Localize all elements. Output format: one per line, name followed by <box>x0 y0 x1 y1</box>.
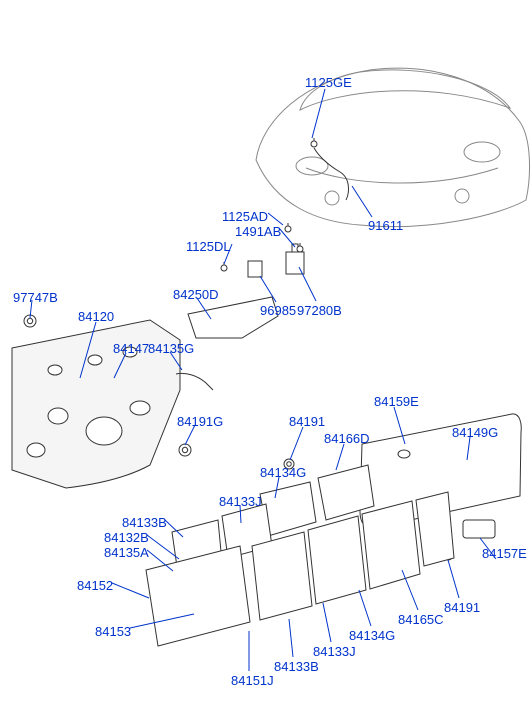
car-fog-right <box>455 189 469 203</box>
part-label-84149G: 84149G <box>452 426 498 439</box>
part-label-84151J: 84151J <box>231 674 274 687</box>
part-label-84166D: 84166D <box>324 432 370 445</box>
diagram-canvas: 1125GE 1125AD 1491AB 1125DL 91611 9698597280B… <box>0 0 532 727</box>
grommet-1 <box>179 444 191 456</box>
part-label-1125DL: 1125DL <box>186 240 231 253</box>
bolt-3 <box>311 141 317 147</box>
floor-pad-p5 <box>146 546 250 646</box>
car-headlight-right <box>464 142 500 162</box>
part-label-84134Ga: 84134G <box>260 466 306 479</box>
leader-84152 <box>112 583 149 598</box>
dash-panel-hole-3 <box>48 408 68 424</box>
small-pad <box>463 520 495 538</box>
diagram-svg <box>0 0 532 727</box>
car-fog-left <box>325 191 339 205</box>
hood-lever <box>176 373 213 390</box>
dash-panel-hole-6 <box>27 443 45 457</box>
leader-84166D <box>336 444 344 470</box>
leader-1125GE <box>312 89 325 138</box>
dash-panel-hole-1 <box>88 355 102 365</box>
part-label-84191b: 84191 <box>444 601 480 614</box>
leader-91611 <box>352 186 372 217</box>
part-label-84133Jb: 84133J <box>313 645 356 658</box>
part-label-84132B: 84132B <box>104 531 149 544</box>
leader-84133Jb <box>323 603 331 642</box>
part-label-84133B: 84133B <box>122 516 167 529</box>
part-label-84157E: 84157E <box>482 547 527 560</box>
part-label-1491AB: 1491AB <box>235 225 281 238</box>
floor-pad-p6 <box>252 532 312 620</box>
part-label-84135G: 84135G <box>148 342 194 355</box>
leader-84191b <box>448 560 459 598</box>
ambient-sensor <box>248 261 262 277</box>
part-label-84159E: 84159E <box>374 395 419 408</box>
part-label-84133B2: 84133B <box>274 660 319 673</box>
part-label-84147: 84147 <box>113 342 149 355</box>
part-label-84135A: 84135A <box>104 546 149 559</box>
bolt-1 <box>297 246 303 252</box>
part-label-84191G: 84191G <box>177 415 223 428</box>
part-label-84191a: 84191 <box>289 415 325 428</box>
part-label-84165C: 84165C <box>398 613 444 626</box>
bolt-0 <box>285 226 291 232</box>
car-outline <box>256 68 530 226</box>
floor-pad-p9 <box>416 492 454 566</box>
part-label-84120: 84120 <box>78 310 114 323</box>
part-label-96985: 96985 <box>260 304 296 317</box>
part-label-84134Gb: 84134G <box>349 629 395 642</box>
floor-pad-p7 <box>308 516 366 604</box>
leader-84133B2 <box>289 619 293 657</box>
dash-panel-hole-5 <box>130 401 150 415</box>
part-label-97280B: 97280B <box>297 304 342 317</box>
part-label-84152: 84152 <box>77 579 113 592</box>
part-label-97747B: 97747B <box>13 291 58 304</box>
part-label-84250D: 84250D <box>173 288 219 301</box>
bolt-2 <box>221 265 227 271</box>
leader-97280B <box>299 267 316 301</box>
dash-panel-hole-0 <box>48 365 62 375</box>
part-label-91611: 91611 <box>368 219 403 232</box>
leader-84134Gb <box>359 590 371 626</box>
part-label-1125AD: 1125AD <box>222 210 268 223</box>
part-label-84133Ja: 84133J <box>219 495 262 508</box>
part-label-84153: 84153 <box>95 625 131 638</box>
car-grille <box>306 168 498 183</box>
part-label-1125GE: 1125GE <box>305 76 352 89</box>
dash-panel-hole-4 <box>86 417 122 445</box>
floor-pad-p8 <box>362 501 420 589</box>
leader-84191a <box>290 427 303 460</box>
